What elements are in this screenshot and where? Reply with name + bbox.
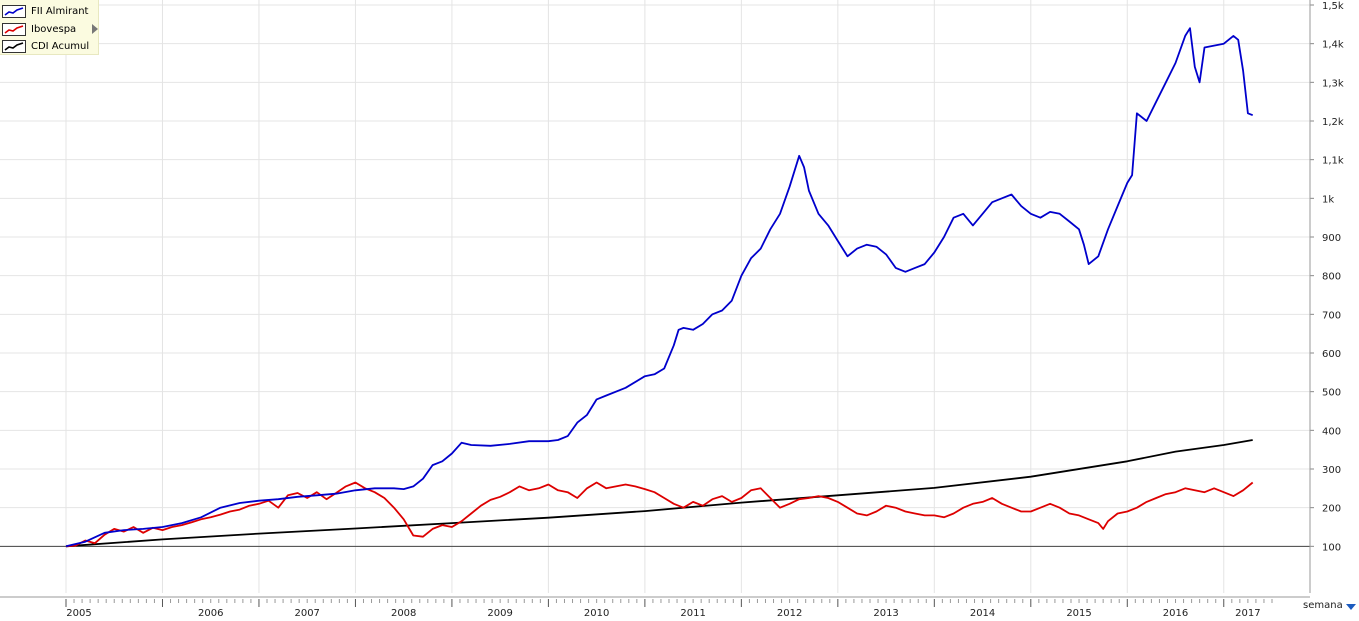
y-tick-label: 1k [1322,194,1334,205]
y-tick-label: 1,3k [1322,78,1344,89]
y-axis: 100 200 300 400 500 600 700 800 900 1k 1,1k 1,2k 1,3… [1309,0,1344,593]
legend-swatch-icon [2,4,26,18]
grid-lines [0,0,1310,593]
y-tick-label: 700 [1322,310,1341,321]
period-label: semana [1303,600,1343,611]
y-tick-label: 200 [1322,504,1341,515]
x-tick-label: 2006 [198,608,223,619]
series-line-ibovespa [65,481,1254,548]
y-tick-label: 400 [1322,426,1341,437]
x-tick-label: 2014 [970,608,995,619]
x-tick-label: 2015 [1066,608,1091,619]
x-tick-label: 2008 [391,608,416,619]
y-tick-label: 600 [1322,349,1341,360]
y-tick-label: 1,4k [1322,40,1344,51]
series-layer [65,27,1254,548]
legend-item-cdi-acumul[interactable]: CDI Acumul [2,39,89,53]
x-tick-label: 2013 [873,608,898,619]
legend-swatch-icon [2,39,26,53]
x-tick-label: 2017 [1235,608,1260,619]
legend-item-ibovespa[interactable]: Ibovespa [2,22,76,36]
y-tick-label: 900 [1322,233,1341,244]
legend-expand-icon[interactable] [92,24,98,34]
x-tick-label: 2011 [680,608,705,619]
series-line-fii-almirant [65,27,1254,548]
x-tick-label: 2010 [584,608,609,619]
y-tick-label: 1,2k [1322,117,1344,128]
plot-area [0,0,1310,593]
legend-label: Ibovespa [31,23,77,35]
x-tick-label: 2012 [777,608,802,619]
y-tick-label: 1,1k [1322,156,1344,167]
legend-item-fii-almirant[interactable]: FII Almirant [2,4,88,18]
x-tick-label: 2009 [487,608,512,619]
x-axis: 2005 2006 2007 2008 2009 2010 2011 2012 2013 2014… [0,596,1310,619]
x-tick-label: 2005 [66,608,91,619]
y-tick-label: 1,5k [1322,1,1344,12]
legend-swatch-icon [2,22,26,36]
period-selector[interactable]: semana [1303,600,1356,611]
legend-label: CDI Acumul [31,40,90,52]
series-line-cdi-acumul [65,439,1253,548]
y-tick-label: 100 [1322,542,1341,553]
x-tick-label: 2007 [294,608,319,619]
chevron-down-icon [1345,603,1356,610]
y-tick-label: 500 [1322,388,1341,399]
y-tick-label: 300 [1322,465,1341,476]
x-tick-label: 2016 [1163,608,1188,619]
legend-label: FII Almirant [31,5,89,17]
y-tick-label: 800 [1322,272,1341,283]
legend: FII Almirant Ibovespa CDI Acumul [0,0,99,55]
